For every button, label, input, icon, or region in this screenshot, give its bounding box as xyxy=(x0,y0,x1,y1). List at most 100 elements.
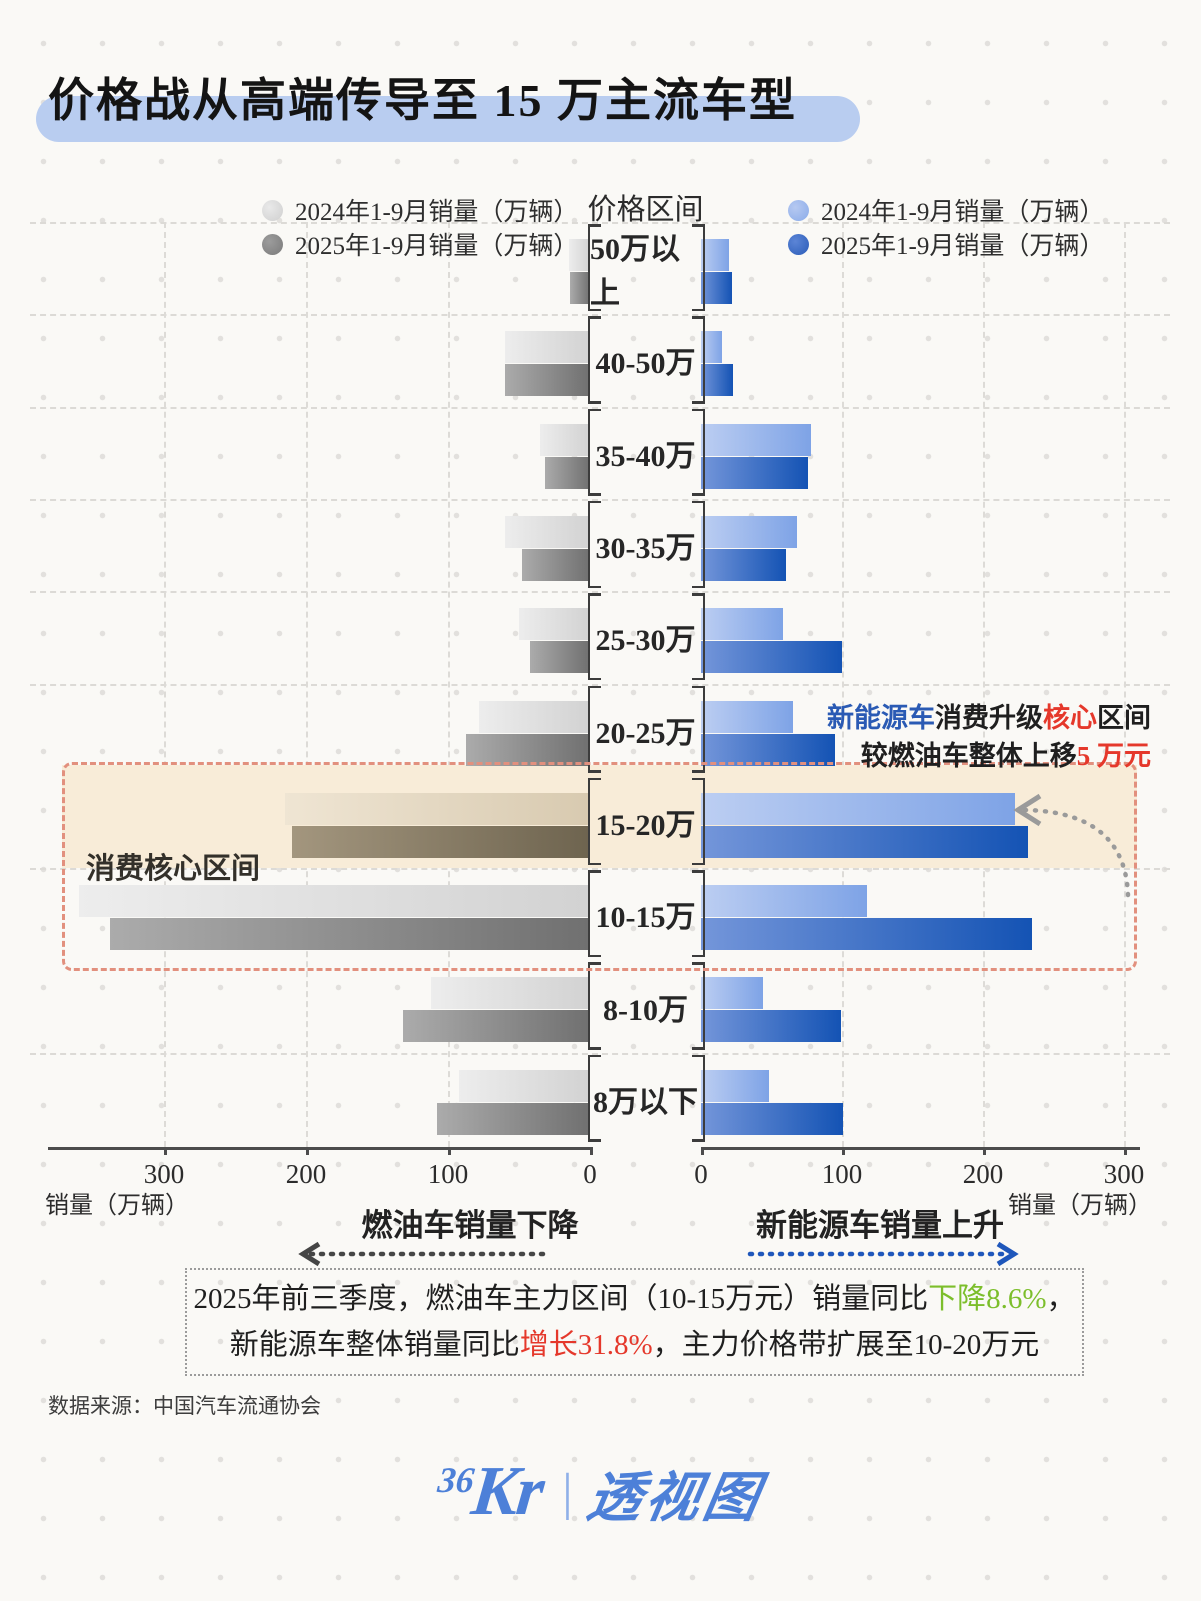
fuel-decline-arrow-icon xyxy=(298,1241,546,1267)
fuel-decline-label: 燃油车销量下降 xyxy=(361,1208,579,1243)
bracket-left-10-15万 xyxy=(588,870,602,958)
nev-upgrade-note-line2: 较燃油车整体上移5 万元 xyxy=(860,741,1151,771)
category-label-10-15万: 10-15万 xyxy=(595,901,696,935)
category-label-40-50万: 40-50万 xyxy=(595,347,696,381)
axis-caption-right: 销量（万辆） xyxy=(1008,1193,1152,1219)
bracket-right-25-30万 xyxy=(691,593,705,681)
category-label-20-25万: 20-25万 xyxy=(595,716,696,750)
row-separator xyxy=(30,868,1170,871)
bar-fuel-2024-25-30万 xyxy=(519,608,590,641)
bracket-right-20-25万 xyxy=(691,685,705,774)
title-highlight-pill xyxy=(36,96,860,142)
legend-fuel-2024: 2024年1-9月销量（万辆） xyxy=(262,192,578,228)
summary-line1: 2025年前三季度，燃油车主力区间（10-15万元）销量同比下降8.6%， xyxy=(193,1283,1076,1315)
bracket-right-35-40万 xyxy=(691,408,705,497)
row-separator xyxy=(30,222,1170,224)
bracket-left-40-50万 xyxy=(588,316,602,404)
bar-nev-2024-35-40万 xyxy=(701,423,811,456)
bar-fuel-2024-35-40万 xyxy=(540,423,590,456)
tick-label-right-200: 200 xyxy=(962,1159,1004,1189)
legend-dot-nev-2024 xyxy=(788,199,809,221)
tick-right-200 xyxy=(983,1147,986,1155)
category-label-50万以上: 50万以上 xyxy=(590,233,680,311)
category-label-8万以下: 8万以下 xyxy=(593,1085,698,1119)
tick-right-0 xyxy=(701,1147,704,1155)
legend-nev-2025: 2025年1-9月销量（万辆） xyxy=(788,226,1104,262)
gridline-left-300 xyxy=(164,222,166,1147)
logo-36: 36 xyxy=(436,1460,477,1500)
tick-label-left-0: 0 xyxy=(583,1159,597,1189)
bar-nev-2025-15-20万 xyxy=(701,825,1029,858)
nev-upgrade-note: 新能源车消费升级核心区间 较燃油车整体上移5 万元 xyxy=(591,699,1151,775)
tick-left-100 xyxy=(448,1147,451,1155)
bracket-right-8-10万 xyxy=(691,962,705,1050)
category-label-15-20万: 15-20万 xyxy=(595,808,696,842)
bar-fuel-2025-25-30万 xyxy=(530,641,590,674)
tick-right-300 xyxy=(1124,1147,1127,1155)
row-separator xyxy=(30,498,1170,501)
summary-line2: 新能源车整体销量同比增长31.8%，主力价格带扩展至10-20万元 xyxy=(229,1329,1040,1361)
bar-nev-2024-10-15万 xyxy=(701,885,868,918)
logo-name: 透视图 xyxy=(582,1467,767,1528)
bar-nev-2024-8万以下 xyxy=(701,1069,769,1102)
bar-fuel-2025-8-10万 xyxy=(402,1010,590,1043)
legend-nev-2024: 2024年1-9月销量（万辆） xyxy=(788,192,1104,228)
row-separator xyxy=(30,683,1170,686)
category-label-8-10万: 8-10万 xyxy=(603,993,688,1027)
legend-label-nev-2025: 2025年1-9月销量（万辆） xyxy=(821,233,1105,260)
bracket-left-50万以上 xyxy=(588,224,602,312)
tick-label-left-100: 100 xyxy=(427,1159,469,1189)
bracket-left-25-30万 xyxy=(588,593,602,681)
row-separator xyxy=(30,314,1170,317)
bar-nev-2025-35-40万 xyxy=(701,456,809,489)
bar-nev-2024-20-25万 xyxy=(701,700,793,733)
bracket-right-10-15万 xyxy=(691,870,705,958)
gridline-right-200 xyxy=(983,222,985,1147)
gridline-left-200 xyxy=(306,222,308,1147)
legend-label-fuel-2025: 2025年1-9月销量（万辆） xyxy=(295,233,579,260)
core-range-highlight-box xyxy=(62,762,1137,971)
bar-nev-2025-25-30万 xyxy=(701,641,842,674)
nev-rise-arrow-icon xyxy=(747,1241,1019,1267)
bar-nev-2025-50万以上 xyxy=(701,272,733,304)
legend-fuel-2025: 2025年1-9月销量（万辆） xyxy=(262,226,578,262)
gridline-left-100 xyxy=(448,222,450,1147)
tick-left-0 xyxy=(590,1147,593,1155)
bar-fuel-2025-35-40万 xyxy=(544,456,590,489)
bracket-left-8-10万 xyxy=(588,962,602,1050)
bar-nev-2025-10-15万 xyxy=(701,918,1033,951)
brand-logo: 36 Kr | 透视图 xyxy=(0,1452,1201,1532)
bar-fuel-2024-8-10万 xyxy=(430,977,590,1010)
legend-label-fuel-2024: 2024年1-9月销量（万辆） xyxy=(295,199,579,226)
legend-dot-fuel-2025 xyxy=(262,233,283,255)
tick-label-right-100: 100 xyxy=(821,1159,863,1189)
bracket-right-8万以下 xyxy=(691,1054,705,1143)
bar-fuel-2024-8万以下 xyxy=(459,1069,590,1102)
bar-fuel-2024-10-15万 xyxy=(78,885,590,918)
bar-nev-2025-8-10万 xyxy=(701,1010,841,1043)
nev-upgrade-note-line1: 新能源车消费升级核心区间 xyxy=(827,703,1151,733)
bar-fuel-2025-10-15万 xyxy=(110,918,590,951)
bar-nev-2024-40-50万 xyxy=(701,331,723,364)
bar-fuel-2024-15-20万 xyxy=(284,792,590,825)
bar-nev-2025-20-25万 xyxy=(701,733,835,766)
bar-fuel-2025-40-50万 xyxy=(504,364,590,397)
bar-nev-2025-40-50万 xyxy=(701,364,734,397)
bracket-right-40-50万 xyxy=(691,316,705,404)
core-consumption-band-label: 消费核心区间 xyxy=(86,853,261,885)
bracket-right-30-35万 xyxy=(691,500,705,589)
category-label-35-40万: 35-40万 xyxy=(595,439,696,473)
bracket-left-35-40万 xyxy=(588,408,602,497)
row-separator xyxy=(30,591,1170,594)
bar-fuel-2024-40-50万 xyxy=(504,331,590,364)
bar-nev-2024-15-20万 xyxy=(701,792,1016,825)
logo-kr: Kr xyxy=(468,1453,547,1530)
bracket-left-20-25万 xyxy=(588,685,602,774)
bar-nev-2024-8-10万 xyxy=(701,977,764,1010)
tick-label-right-0: 0 xyxy=(694,1159,708,1189)
axis-caption-left: 销量（万辆） xyxy=(45,1193,189,1219)
category-label-25-30万: 25-30万 xyxy=(595,624,696,658)
bar-nev-2024-25-30万 xyxy=(701,608,783,641)
tick-label-left-200: 200 xyxy=(285,1159,327,1189)
bar-fuel-2024-20-25万 xyxy=(479,700,590,733)
